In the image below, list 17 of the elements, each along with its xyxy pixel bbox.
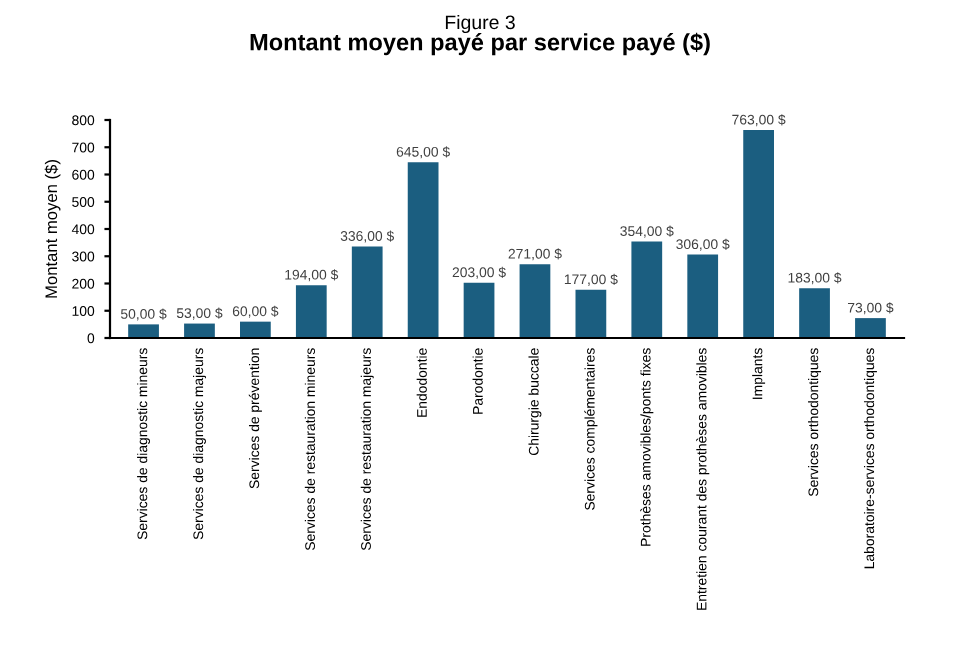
bar [351, 246, 383, 338]
bar [184, 323, 215, 338]
bar [295, 285, 327, 338]
y-axis-title: Montant moyen ($) [44, 160, 61, 298]
bar [799, 288, 830, 338]
bar [687, 254, 719, 338]
chart-title: Figure 3 [445, 14, 515, 34]
bar [575, 289, 607, 338]
bar [743, 130, 774, 338]
bar [240, 321, 271, 338]
bar [519, 264, 551, 338]
bar [631, 241, 663, 338]
bar [463, 282, 495, 338]
bar [407, 162, 439, 338]
bar [128, 324, 159, 338]
chart-subtitle: Montant moyen payé par service payé ($) [250, 32, 710, 56]
bar [855, 318, 886, 338]
